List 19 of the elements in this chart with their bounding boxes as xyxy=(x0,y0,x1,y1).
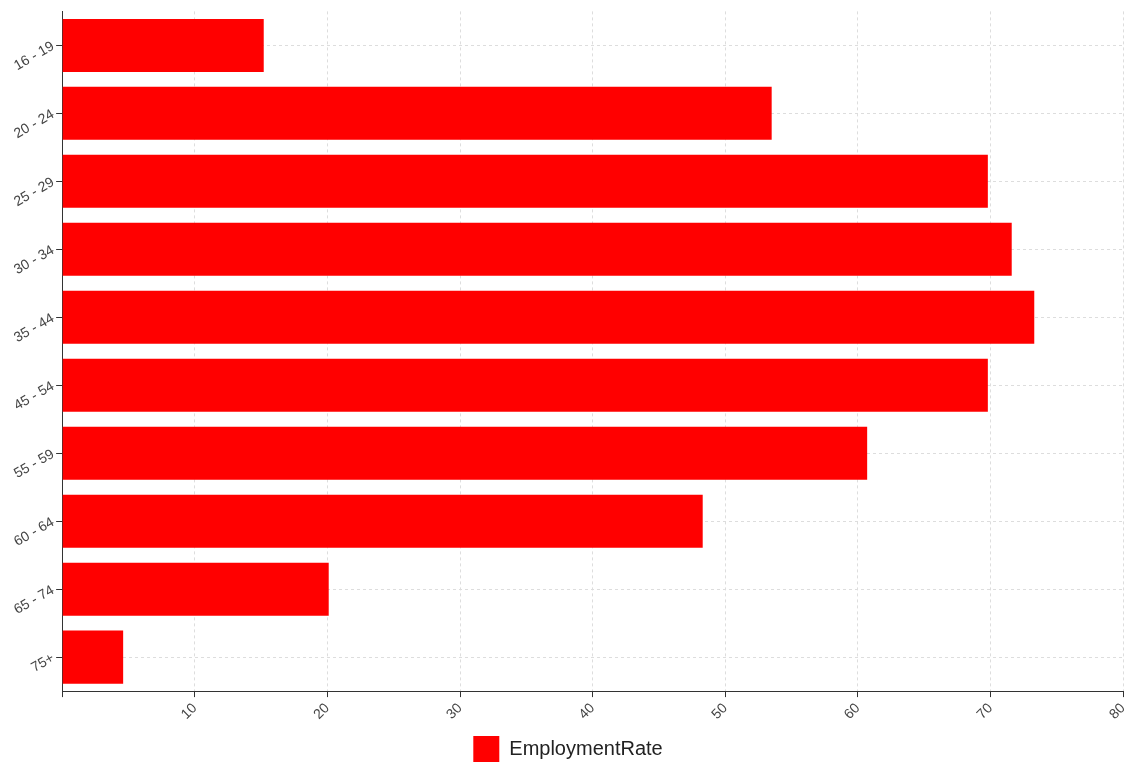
y-tick-label: 25 - 29 xyxy=(10,173,57,210)
x-tick-label: 30 xyxy=(442,699,466,722)
y-tick-label: 55 - 59 xyxy=(10,445,57,481)
x-tick-label: 60 xyxy=(840,699,863,722)
x-tick-label: 70 xyxy=(973,699,996,722)
y-tick-label: 60 - 64 xyxy=(10,513,57,549)
x-tick-label: 80 xyxy=(1105,699,1129,722)
y-tick-label: 45 - 54 xyxy=(10,377,57,413)
y-tick-label: 30 - 34 xyxy=(10,241,57,278)
x-tick-label: 10 xyxy=(177,699,200,722)
x-tick-label: 40 xyxy=(575,699,598,722)
x-tick-label: 20 xyxy=(309,699,333,722)
y-tick-label: 16 - 19 xyxy=(10,37,57,74)
y-tick-label: 20 - 24 xyxy=(10,105,57,142)
x-tick-label: 50 xyxy=(707,699,731,722)
legend-label: EmploymentRate xyxy=(509,736,663,759)
y-tick-label: 75+ xyxy=(28,649,57,675)
y-tick-label: 35 - 44 xyxy=(10,309,57,345)
y-tick-label: 65 - 74 xyxy=(10,581,57,617)
